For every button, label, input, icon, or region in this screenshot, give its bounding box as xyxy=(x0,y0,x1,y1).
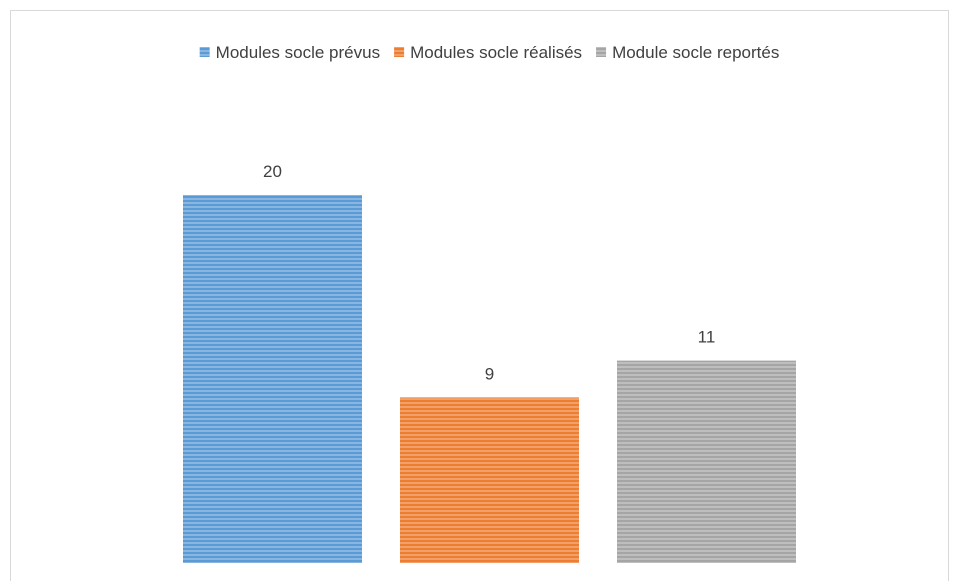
legend-swatch xyxy=(394,47,405,57)
bar xyxy=(183,195,362,563)
legend-label: Modules socle prévus xyxy=(216,43,380,62)
legend-label: Modules socle réalisés xyxy=(410,43,582,62)
data-label: 20 xyxy=(263,162,282,181)
bar xyxy=(400,397,579,563)
legend-label: Module socle reportés xyxy=(612,43,779,62)
bar xyxy=(617,360,796,563)
legend-swatch xyxy=(199,47,210,57)
data-label: 9 xyxy=(485,364,494,383)
legend-swatch xyxy=(596,47,607,57)
data-label: 11 xyxy=(698,328,716,347)
